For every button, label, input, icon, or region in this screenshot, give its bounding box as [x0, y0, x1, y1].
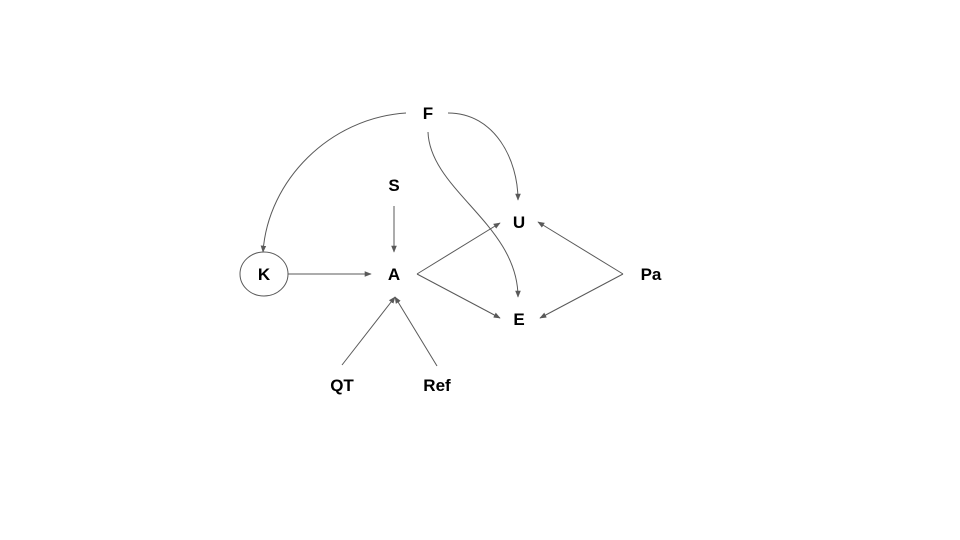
edge-f-to-u: [447, 112, 521, 201]
node-s: S: [388, 176, 399, 195]
edge-a-to-e: [416, 273, 501, 319]
edge-a-to-u: [416, 222, 501, 275]
node-k: K: [258, 265, 271, 284]
node-f: F: [423, 104, 433, 123]
node-qt: QT: [330, 376, 354, 395]
node-k-ring: [239, 251, 289, 297]
node-e: E: [513, 310, 524, 329]
edge-qt-to-a: [341, 296, 396, 366]
node-u: U: [513, 213, 525, 232]
edge-pa-to-u: [537, 221, 624, 275]
edge-f-to-e: [427, 131, 521, 298]
edge-ref-to-a: [394, 296, 438, 367]
edge-f-to-k: [260, 112, 407, 253]
node-pa: Pa: [641, 265, 662, 284]
node-ref: Ref: [423, 376, 451, 395]
node-a: A: [388, 265, 400, 284]
edge-pa-to-e: [539, 273, 624, 319]
